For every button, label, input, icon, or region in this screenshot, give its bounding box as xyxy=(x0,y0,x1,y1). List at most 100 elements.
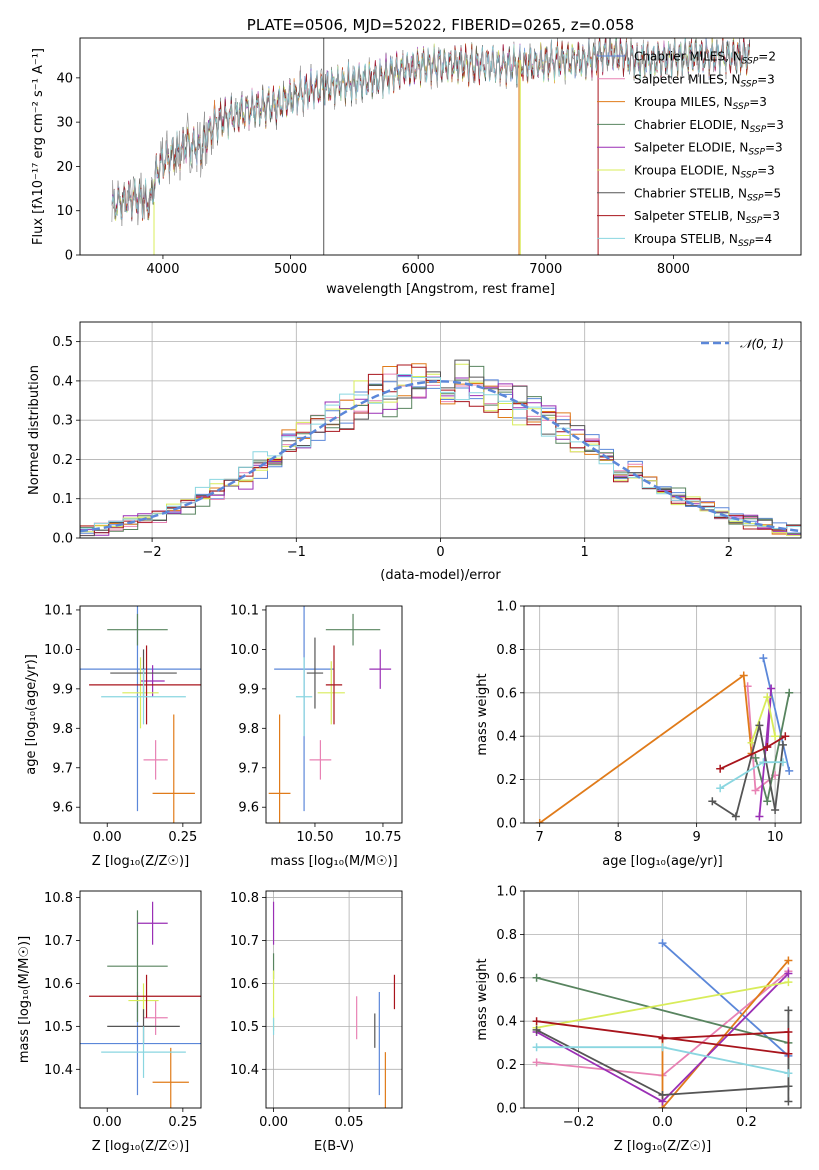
y-tick-label: 0.5 xyxy=(52,335,73,350)
y-tick-label: 0.2 xyxy=(496,1058,517,1073)
legend-entry-count: =3 xyxy=(765,141,783,155)
y-tick-label: 10.0 xyxy=(230,643,259,658)
x-axis-label: Z [log₁₀(Z/Z☉)] xyxy=(614,1139,711,1154)
y-tick-label: 0.8 xyxy=(496,928,517,943)
weight-marker xyxy=(755,812,764,821)
weight-marker xyxy=(763,693,772,702)
legend-entry: Kroupa ELODIE, NSSP=3 xyxy=(634,164,775,181)
plot-area xyxy=(272,901,396,1108)
y-tick-label: 10.8 xyxy=(44,891,73,906)
y-tick-label: 0.4 xyxy=(52,374,73,389)
weight-marker xyxy=(739,671,748,680)
weight-series xyxy=(759,654,794,775)
weight-series xyxy=(658,939,793,1060)
weight-series xyxy=(535,671,756,823)
x-axis-label: Z [log₁₀(Z/Z☉)] xyxy=(92,1139,189,1154)
panel-mass_vs_EBV: 0.00 0.05 10.4 10.5 10.6 10.7 10.8 E(B-V) xyxy=(230,890,403,1154)
errorbar-point xyxy=(143,1000,168,1035)
weight-series xyxy=(751,688,794,806)
axes-frame xyxy=(79,605,202,824)
legend-entry-count: =4 xyxy=(754,232,772,246)
errorbar-point xyxy=(268,714,291,823)
legend-entry-subscript: SSP xyxy=(733,102,750,112)
x-tick-label: 0.00 xyxy=(259,1115,288,1130)
model-spectrum xyxy=(111,38,751,220)
axes-frame xyxy=(265,605,403,824)
legend: 𝒩(0, 1) xyxy=(701,337,784,351)
axes-frame xyxy=(79,37,802,256)
weight-marker xyxy=(759,654,768,663)
legend-entry-subscript: SSP xyxy=(738,239,755,249)
weight-marker xyxy=(658,939,667,948)
errorbar-point xyxy=(101,1026,186,1078)
weight-marker xyxy=(785,688,794,697)
y-tick-label: 0.0 xyxy=(52,532,73,547)
x-tick-label: −2 xyxy=(143,545,162,560)
errorbar-point xyxy=(107,613,168,646)
x-axis-label: Z [log₁₀(Z/Z☉)] xyxy=(92,854,189,869)
panel-mass_vs_Z: 0.00 0.25 10.4 10.5 10.6 10.7 10.8 Z [log₁₀(Z/Z… xyxy=(17,890,202,1154)
legend-entry: Chabrier MILES, NSSP=2 xyxy=(634,50,776,67)
weight-marker xyxy=(759,758,768,767)
errorbar-point xyxy=(309,740,332,780)
weight-marker xyxy=(771,805,780,814)
plot-area xyxy=(532,939,793,1108)
weight-series xyxy=(532,1043,793,1078)
panel-weight_vs_age: 7 8 9 10 0.0 0.2 0.4 0.6 0.8 1.0 age [log₁₀(age/yr… xyxy=(475,600,802,869)
x-tick-label: 0.2 xyxy=(736,1115,757,1130)
y-tick-label: 9.8 xyxy=(238,722,259,737)
errorbar-point xyxy=(107,910,168,1023)
gaussian-curve xyxy=(80,380,801,533)
weight-line xyxy=(661,959,790,1108)
errorbar-point xyxy=(140,665,165,697)
x-tick-label: 9 xyxy=(692,830,700,845)
errorbar-point xyxy=(101,669,186,725)
y-tick-label: 0.1 xyxy=(52,492,73,507)
legend-entry-subscript: SSP xyxy=(741,171,758,181)
plot-area xyxy=(535,654,794,823)
axes-frame xyxy=(265,890,403,1109)
legend-entry-count: =3 xyxy=(749,95,767,109)
weight-marker xyxy=(784,1028,793,1037)
errorbar-point xyxy=(152,714,195,823)
weight-marker xyxy=(658,1034,667,1043)
weight-marker xyxy=(784,978,793,987)
y-tick-label: 10.8 xyxy=(230,891,259,906)
y-tick-label: 10.0 xyxy=(44,643,73,658)
legend-entry-subscript: SSP xyxy=(747,193,764,203)
y-axis-label: mass weight xyxy=(475,673,490,755)
y-tick-label: 40 xyxy=(56,71,73,86)
legend-entry-name: Chabrier STELIB, N xyxy=(634,186,747,200)
legend-entry-subscript: SSP xyxy=(742,57,759,67)
y-tick-label: 10.1 xyxy=(44,603,73,618)
panel-spectrum: 4000 5000 6000 7000 8000 0 10 20 30 40 wavelength … xyxy=(31,16,802,297)
weight-series xyxy=(716,758,787,793)
y-tick-label: 10.4 xyxy=(230,1063,259,1078)
y-tick-label: 0.6 xyxy=(496,686,517,701)
y-axis-label: Normed distribution xyxy=(27,365,42,495)
legend-entry-name: Kroupa ELODIE, N xyxy=(634,164,741,178)
y-axis-label: Flux [fλ10⁻¹⁷ erg cm⁻² s⁻¹ A⁻¹] xyxy=(31,48,46,245)
weight-marker xyxy=(532,1043,541,1052)
errorbar-point xyxy=(137,901,168,945)
weight-marker xyxy=(767,684,776,693)
weight-marker xyxy=(763,797,772,806)
errorbar-point xyxy=(325,613,381,646)
weight-series xyxy=(747,693,780,747)
x-tick-label: 0.25 xyxy=(168,830,197,845)
legend-entry-subscript: SSP xyxy=(750,125,767,135)
weight-marker xyxy=(778,758,787,767)
weight-marker xyxy=(781,732,790,741)
plot-area xyxy=(111,38,751,255)
weight-line xyxy=(762,657,791,772)
x-tick-label: 0.0 xyxy=(652,1115,673,1130)
legend-entry-name: Chabrier MILES, N xyxy=(634,50,742,64)
x-tick-label: 6000 xyxy=(402,262,435,277)
x-tick-label: 5000 xyxy=(274,262,307,277)
x-tick-label: 0.05 xyxy=(335,1115,364,1130)
weight-marker xyxy=(716,784,725,793)
x-tick-label: 2 xyxy=(725,545,733,560)
x-tick-label: 4000 xyxy=(146,262,179,277)
y-tick-label: 9.7 xyxy=(52,761,73,776)
weight-marker xyxy=(771,732,780,741)
